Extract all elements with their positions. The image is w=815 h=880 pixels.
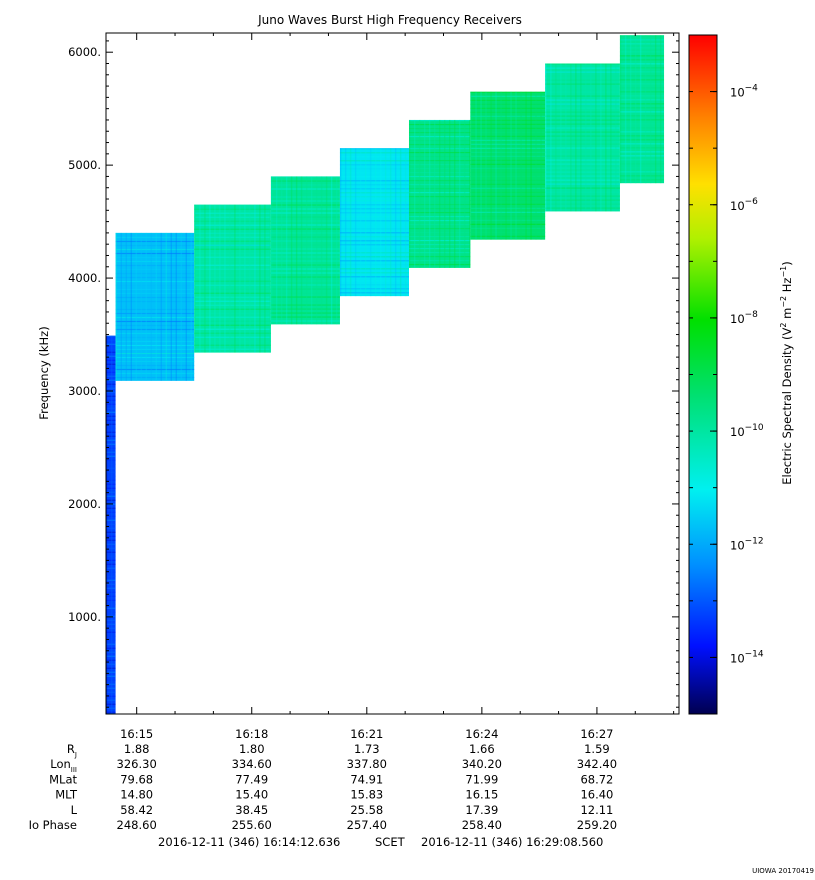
ephemeris-row-label: L: [71, 803, 78, 817]
ephemeris-value: 15.83: [350, 788, 383, 802]
ephemeris-table: RJ 1.88 1.80 1.73 1.66 1.59 LonIII 326.30 334.60…: [29, 742, 617, 832]
ephemeris-value: 16.40: [580, 788, 613, 802]
colorbar-tick-label: 10−12: [730, 536, 764, 552]
spectrogram-segment: [270, 176, 340, 325]
ephemeris-value: 255.60: [232, 818, 272, 832]
colorbar: [688, 34, 718, 715]
y-tick-label: 6000.: [68, 45, 101, 59]
ephemeris-row-label: LonIII: [50, 757, 77, 774]
ephemeris-value: 258.40: [462, 818, 502, 832]
ephemeris-row-label: RJ: [67, 742, 77, 759]
y-tick-label: 1000.: [68, 610, 101, 624]
x-tick-label: 16:24: [465, 727, 498, 741]
y-tick-label: 4000.: [68, 271, 101, 285]
colorbar-tick-label: 10−6: [730, 197, 758, 213]
ephemeris-row-label: MLT: [55, 788, 78, 802]
spectrogram-segment: [115, 232, 195, 381]
spectrogram-segment: [470, 91, 546, 240]
ephemeris-value: 58.42: [120, 803, 153, 817]
colorbar-tick-label: 10−14: [730, 649, 764, 665]
spectrogram-texture: [115, 232, 195, 381]
ephemeris-value: 15.40: [235, 788, 268, 802]
ephemeris-value: 1.88: [124, 742, 150, 756]
colorbar-tick-label: 10−8: [730, 310, 758, 326]
y-tick-label: 3000.: [68, 384, 101, 398]
colorbar-tick-label: 10−10: [730, 423, 764, 439]
ephemeris-value: 14.80: [120, 788, 153, 802]
time-span-end: 2016-12-11 (346) 16:29:08.560: [421, 835, 603, 849]
x-tick-label: 16:21: [350, 727, 383, 741]
ephemeris-value: 16.15: [465, 788, 498, 802]
colorbar-tick-label: 10−4: [730, 84, 758, 100]
ephemeris-value: 326.30: [117, 757, 157, 771]
spectrogram-segment: [408, 119, 471, 268]
ephemeris-value: 79.68: [120, 772, 153, 786]
y-tick-label: 5000.: [68, 158, 101, 172]
ephemeris-value: 25.58: [350, 803, 383, 817]
x-tick-label: 16:15: [120, 727, 153, 741]
ephemeris-value: 71.99: [465, 772, 498, 786]
spectrogram-texture: [339, 148, 409, 297]
ephemeris-value: 1.80: [239, 742, 265, 756]
ephemeris-value: 1.73: [354, 742, 380, 756]
spectrogram-segment: [106, 335, 116, 714]
ephemeris-value: 1.59: [584, 742, 610, 756]
ephemeris-row-label: MLat: [49, 772, 77, 786]
spectrogram-texture: [408, 119, 471, 268]
spectrogram-texture: [545, 63, 620, 212]
spectrogram-texture: [106, 335, 116, 714]
spectrogram-texture: [470, 91, 546, 240]
x-tick-label: 16:18: [235, 727, 268, 741]
ephemeris-value: 257.40: [347, 818, 387, 832]
ephemeris-value: 337.80: [347, 757, 387, 771]
ephemeris-value: 1.66: [469, 742, 495, 756]
ephemeris-value: 17.39: [465, 803, 498, 817]
ephemeris-value: 248.60: [117, 818, 157, 832]
spectrogram-texture: [619, 35, 665, 184]
ephemeris-value: 342.40: [577, 757, 617, 771]
spectrogram-segment: [619, 35, 665, 184]
ephemeris-value: 334.60: [232, 757, 272, 771]
time-span-start: 2016-12-11 (346) 16:14:12.636: [158, 835, 340, 849]
spectrogram-segment: [194, 204, 271, 353]
spectrogram-texture: [270, 176, 340, 325]
ephemeris-value: 12.11: [580, 803, 613, 817]
ephemeris-value: 38.45: [235, 803, 268, 817]
y-tick-label: 2000.: [68, 497, 101, 511]
ephemeris-value: 259.20: [577, 818, 617, 832]
plot-frame: [105, 32, 680, 715]
footer-credit: UIOWA 20170419: [752, 867, 814, 875]
spectrogram-segment: [339, 148, 409, 297]
chart-title: Juno Waves Burst High Frequency Receiver…: [257, 13, 522, 27]
y-axis-label: Frequency (kHz): [37, 326, 51, 419]
spectrogram-segment: [545, 63, 620, 212]
ephemeris-value: 77.49: [235, 772, 268, 786]
ephemeris-row-label: Io Phase: [29, 818, 77, 832]
ephemeris-value: 340.20: [462, 757, 502, 771]
x-tick-label: 16:27: [580, 727, 613, 741]
spectrogram-texture: [194, 204, 271, 353]
time-span-frame: SCET: [375, 835, 406, 849]
ephemeris-value: 74.91: [350, 772, 383, 786]
colorbar-label: Electric Spectral Density (V2 m−2 Hz−1): [779, 261, 794, 485]
ephemeris-value: 68.72: [580, 772, 613, 786]
